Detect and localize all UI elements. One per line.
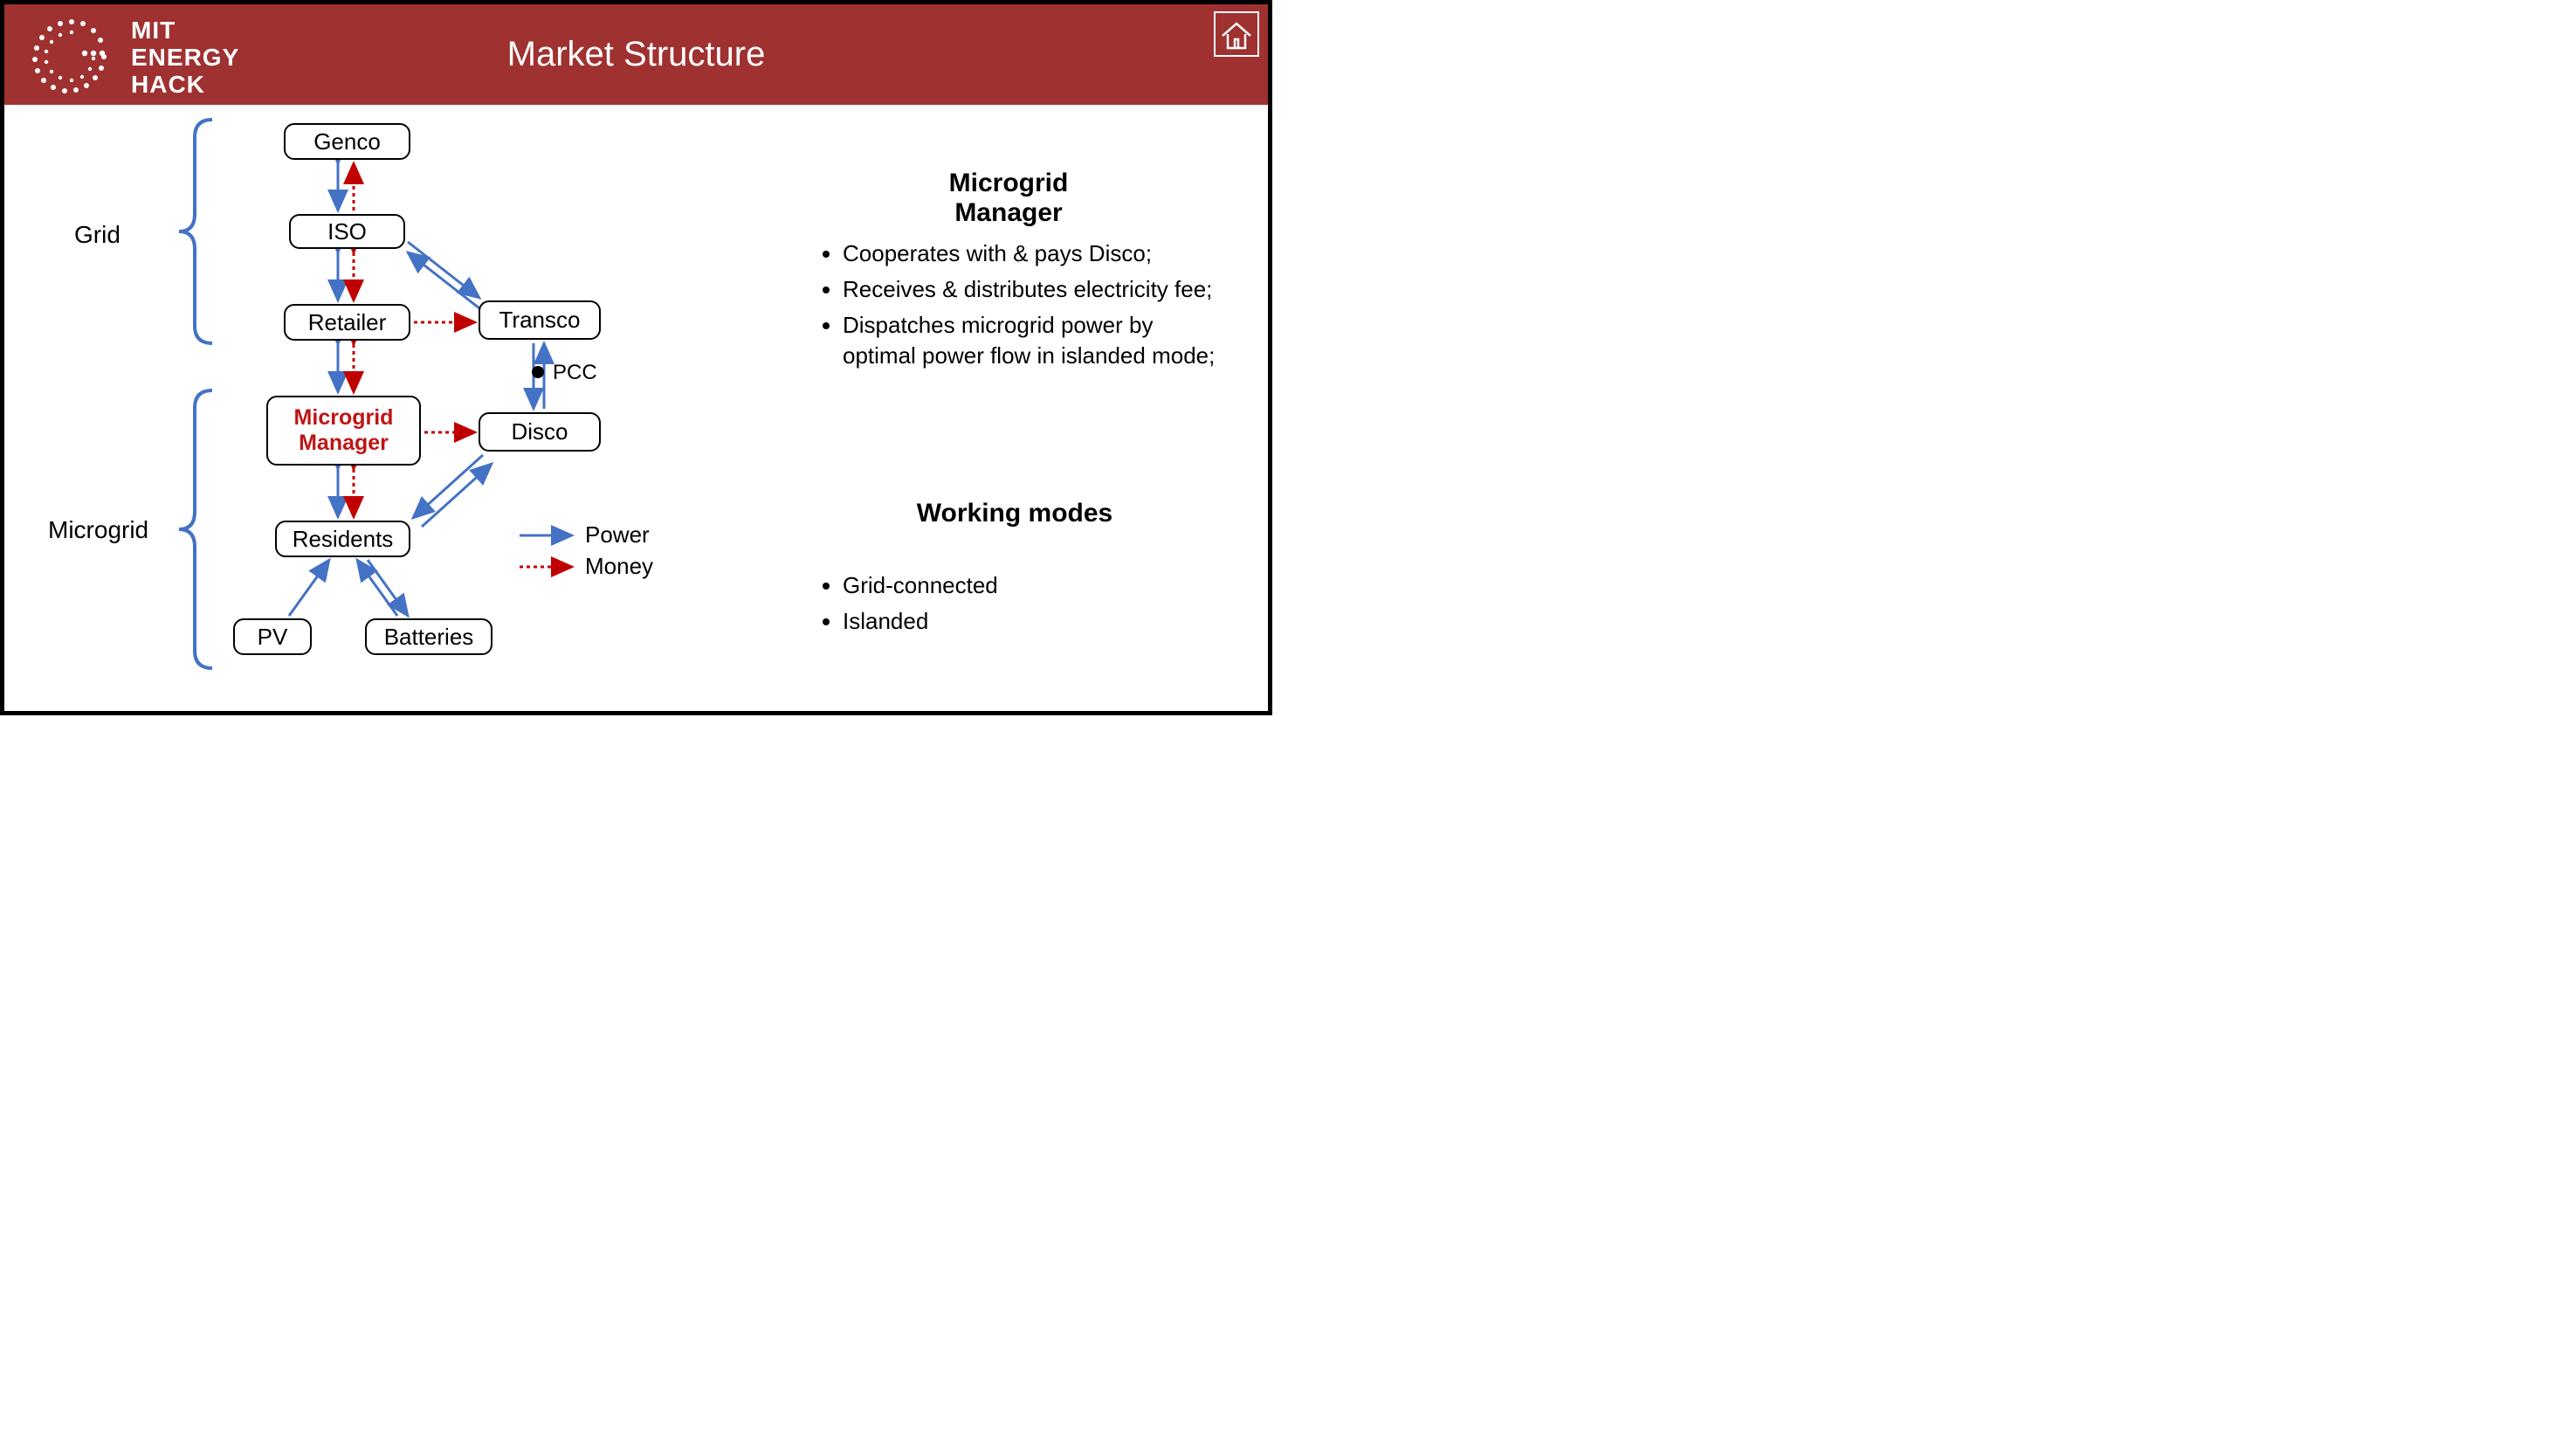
legend-money: Money bbox=[585, 553, 653, 580]
node-pv: PV bbox=[233, 618, 312, 655]
pcc-dot bbox=[532, 366, 544, 378]
node-iso: ISO bbox=[289, 214, 405, 249]
node-genco: Genco bbox=[284, 123, 410, 160]
pcc-label: PCC bbox=[553, 361, 597, 385]
node-retailer: Retailer bbox=[284, 304, 410, 341]
right-subtitle-2: Working modes bbox=[914, 499, 1115, 528]
bullet-item: Cooperates with & pays Disco; bbox=[843, 238, 1227, 269]
node-disco: Disco bbox=[479, 412, 601, 452]
bullet-item: Grid-connected bbox=[843, 570, 1227, 601]
right-bullets-1: Cooperates with & pays Disco; Receives & … bbox=[816, 238, 1227, 376]
bracket-microgrid bbox=[179, 390, 212, 668]
home-icon[interactable] bbox=[1214, 11, 1259, 57]
bracket-grid bbox=[179, 120, 212, 343]
node-mm: Microgrid Manager bbox=[266, 396, 421, 466]
node-residents: Residents bbox=[275, 521, 410, 557]
legend-power: Power bbox=[585, 521, 650, 549]
node-transco: Transco bbox=[479, 300, 601, 340]
brand-line-3: HACK bbox=[131, 72, 239, 99]
group-label-grid: Grid bbox=[74, 221, 121, 249]
right-bullets-2: Grid-connected Islanded bbox=[816, 570, 1227, 642]
node-batteries: Batteries bbox=[365, 618, 492, 655]
bullet-item: Islanded bbox=[843, 606, 1227, 637]
bullet-item: Receives & distributes electricity fee; bbox=[843, 274, 1227, 305]
slide: MIT ENERGY HACK Market Structure bbox=[0, 0, 1272, 715]
bullet-item: Dispatches microgrid power by optimal po… bbox=[843, 310, 1227, 371]
slide-title: Market Structure bbox=[4, 35, 1268, 74]
group-label-microgrid: Microgrid bbox=[48, 516, 148, 544]
right-subtitle-1: Microgrid Manager bbox=[895, 169, 1122, 228]
